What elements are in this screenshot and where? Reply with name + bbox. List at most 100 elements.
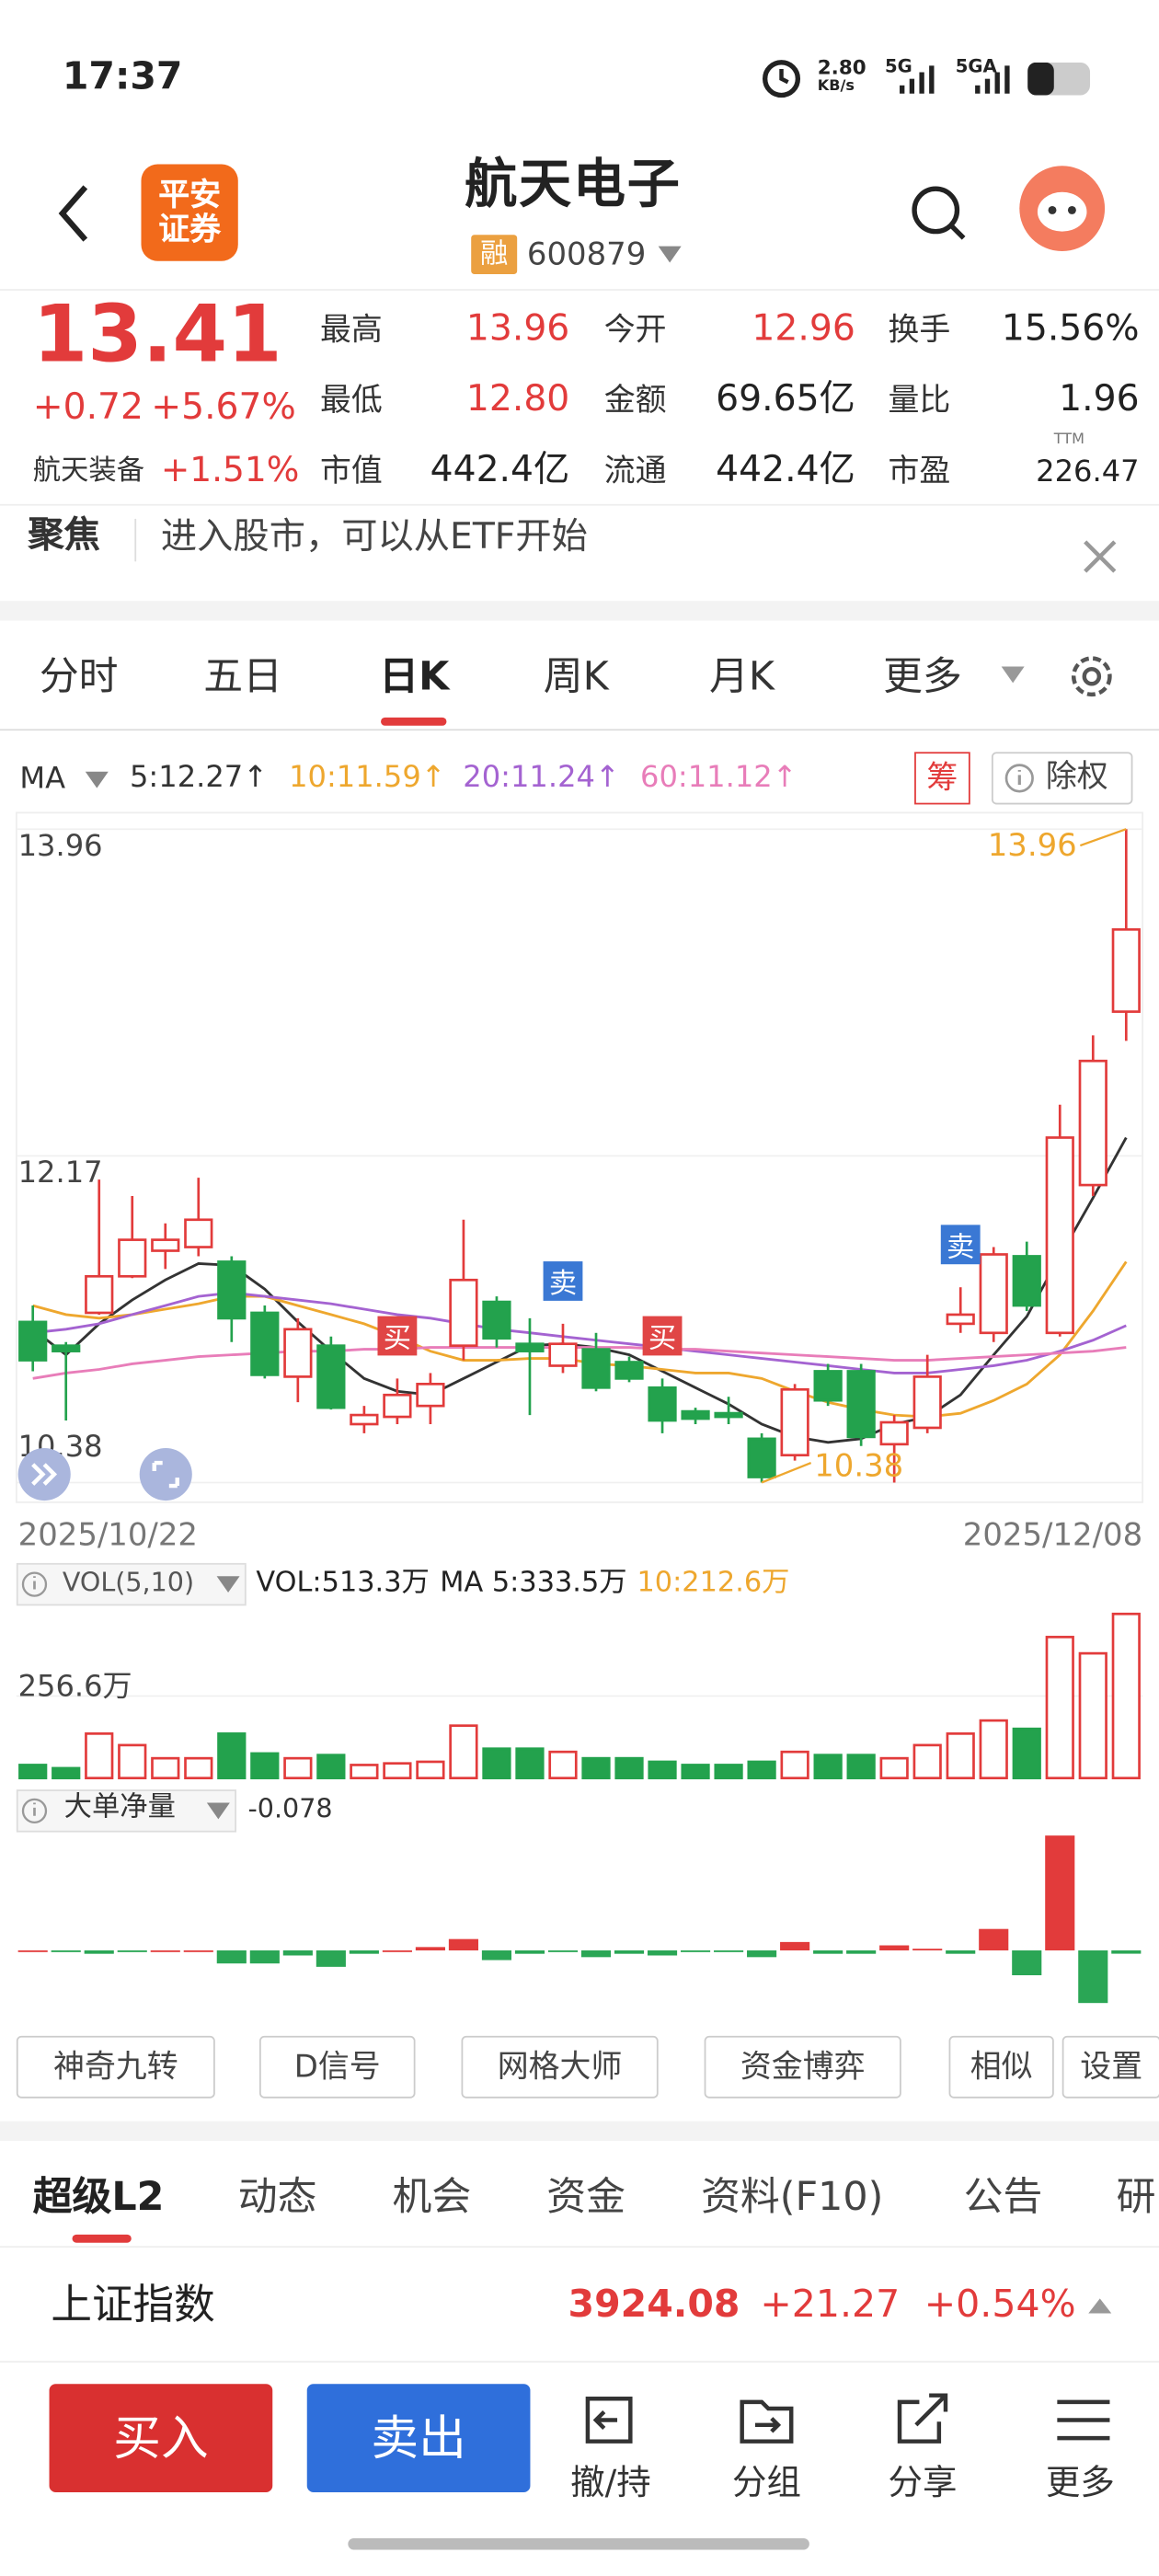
period-tab[interactable]: 分时 (39, 653, 119, 700)
high-pointer (1079, 828, 1127, 847)
action-label[interactable]: 分享 (888, 2462, 958, 2502)
candle-body (1045, 1136, 1074, 1335)
search-button[interactable] (906, 180, 971, 246)
chips-button[interactable]: 筹 (914, 752, 970, 805)
net-bar (1078, 1950, 1108, 2004)
focus-text[interactable]: 进入股市，可以从ETF开始 (160, 517, 588, 558)
start-date: 2025/10/22 (18, 1516, 198, 1552)
ma-line (32, 1291, 1127, 1374)
stat-value: 13.96 (465, 308, 570, 351)
period-tab[interactable]: 日K (379, 653, 450, 700)
net-bar (946, 1950, 976, 1954)
focus-label: 聚焦 (28, 515, 100, 557)
adjust-button[interactable] (991, 752, 1133, 805)
sell-button[interactable]: 卖出 (306, 2384, 531, 2492)
stat-label: 量比 (888, 382, 951, 420)
code-dropdown[interactable] (655, 243, 688, 266)
stat-value: 226.47 (1036, 454, 1140, 489)
period-tab[interactable]: 月K (708, 653, 775, 700)
net-bar (448, 1938, 478, 1951)
chart-frame (15, 811, 1144, 1503)
tool-button[interactable]: 设置 (1061, 2035, 1159, 2099)
ma-line (32, 1346, 1127, 1380)
info-tab[interactable]: 资料(F10) (701, 2173, 884, 2220)
info-tab[interactable]: 超级L2 (32, 2173, 165, 2220)
info-tab[interactable]: 动态 (237, 2173, 317, 2220)
expand-icon[interactable] (1086, 2295, 1113, 2315)
index-name: 上证指数 (51, 2280, 215, 2329)
tool-button[interactable]: D信号 (258, 2035, 416, 2099)
stat-label: 流通 (603, 453, 667, 489)
tool-button[interactable]: 神奇九转 (16, 2035, 215, 2099)
price-change: +0.72 (32, 387, 144, 429)
tool-button[interactable]: 资金博弈 (704, 2035, 901, 2099)
candle-body (482, 1300, 511, 1340)
net-bar (150, 1950, 180, 1952)
signal-text: 卖 (549, 1268, 577, 1300)
back-button[interactable] (50, 180, 99, 246)
candle-body (548, 1342, 578, 1367)
sector-pct: +1.51% (160, 449, 300, 489)
candle-body (316, 1344, 346, 1409)
info-tab[interactable]: 公告 (963, 2173, 1043, 2220)
period-tab[interactable]: 周K (543, 653, 609, 700)
net-bar (282, 1950, 313, 1956)
volume-bar (383, 1762, 412, 1780)
volume-bar (449, 1724, 478, 1780)
spacer (0, 2121, 1159, 2142)
y-tick-label: 12.17 (18, 1155, 103, 1190)
info-tab[interactable]: 资金 (546, 2173, 625, 2220)
candle-body (217, 1260, 247, 1320)
net-bar (249, 1950, 280, 1964)
stat-value: 69.65亿 (716, 379, 855, 420)
period-tab[interactable]: 更多 (883, 653, 962, 700)
info-tab[interactable]: 机会 (392, 2173, 472, 2220)
info-tab[interactable]: 研 (1116, 2173, 1156, 2220)
assistant-avatar[interactable] (1018, 164, 1107, 252)
action-label[interactable]: 更多 (1045, 2462, 1115, 2502)
signal-text: 买 (648, 1322, 676, 1354)
volume-bar (813, 1754, 843, 1780)
signal-badge (940, 1225, 981, 1265)
tool-button[interactable]: 相似 (948, 2035, 1054, 2099)
net-selector[interactable] (16, 1789, 236, 1833)
vol-name: VOL(5,10) (62, 1566, 195, 1598)
volume-bar (515, 1747, 545, 1780)
net-bar (846, 1950, 877, 1954)
settings-button[interactable] (1063, 649, 1119, 705)
volume-bar (912, 1743, 942, 1780)
candle-body (283, 1328, 313, 1378)
info-icon (1004, 764, 1034, 793)
volume-bar (85, 1732, 114, 1780)
net-bar (614, 1950, 645, 1954)
tool-button[interactable]: 网格大师 (461, 2035, 659, 2099)
stat-value: 442.4亿 (430, 449, 570, 491)
high-label: 13.96 (988, 827, 1077, 863)
close-button[interactable] (1080, 537, 1119, 577)
y-tick-label: 13.96 (18, 828, 103, 863)
volume-bar (747, 1760, 776, 1780)
status-net: 5GA (955, 55, 997, 77)
net-value: -0.078 (247, 1792, 333, 1824)
signal-text: 卖 (947, 1231, 974, 1263)
ma-dropdown[interactable] (84, 770, 110, 789)
period-tab[interactable]: 五日 (203, 653, 282, 700)
net-bar (183, 1950, 213, 1952)
action-label[interactable]: 分组 (731, 2462, 801, 2502)
candle-body (383, 1393, 412, 1419)
volume-bar (648, 1760, 677, 1780)
stat-value: 12.96 (752, 308, 855, 351)
buy-button[interactable]: 买入 (49, 2384, 273, 2492)
volume-bar (780, 1750, 809, 1780)
candle-body (946, 1313, 975, 1326)
more-dropdown[interactable] (998, 663, 1031, 686)
low-label: 10.38 (814, 1447, 903, 1483)
volume-bar (714, 1764, 743, 1780)
candle-body (747, 1437, 776, 1478)
volume-bar (979, 1719, 1008, 1780)
candle-body (184, 1218, 213, 1248)
net-bar (580, 1950, 612, 1958)
action-label[interactable]: 撤/持 (570, 2462, 651, 2502)
vol-selector[interactable] (16, 1562, 247, 1606)
net-bar (780, 1941, 810, 1951)
